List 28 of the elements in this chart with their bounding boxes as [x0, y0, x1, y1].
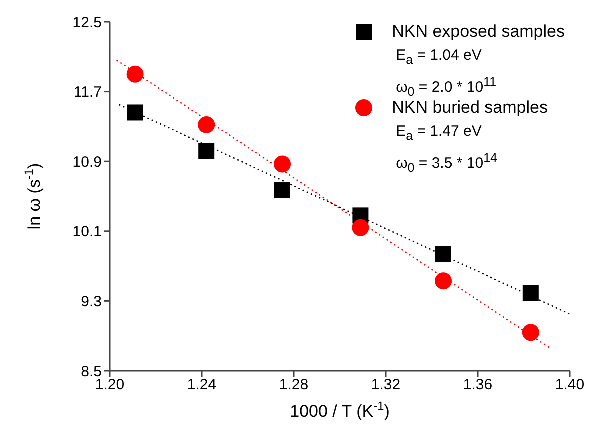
y-tick-label: 10.1	[72, 224, 102, 241]
x-tick-label: 1.32	[371, 376, 401, 394]
annotation: E$_{a}$ = 1.04 eV	[396, 46, 483, 69]
x-tick-label: 1.40	[555, 376, 585, 394]
x-tick-label: 1.24	[187, 376, 217, 394]
y-tick-label: 12.5	[72, 14, 102, 32]
x-tick-label: 1.36	[463, 376, 493, 394]
legend-label: NKN exposed samples	[392, 22, 565, 42]
point	[436, 246, 452, 262]
legend-label: NKN buried samples	[392, 98, 548, 118]
point	[274, 182, 290, 198]
x-axis-title: 1000 / T (K$^{-1}$)	[290, 399, 390, 421]
y-tick-label: 10.9	[72, 154, 102, 171]
point	[522, 324, 540, 342]
x-tick-label: 1.28	[279, 376, 309, 394]
point	[352, 219, 370, 236]
annotation: ω$_{0}$ = 2.0 * 10$^{11}$	[396, 74, 498, 99]
point	[522, 285, 539, 302]
annotation: E$_{a}$ = 1.47 eV	[396, 122, 483, 145]
point	[127, 104, 144, 121]
point	[198, 116, 216, 134]
point	[274, 156, 291, 173]
y-tick-label: 9.3	[81, 294, 102, 311]
point	[126, 66, 144, 83]
annotation: ω$_{0}$ = 3.5 * 10$^{14}$	[396, 150, 498, 175]
point	[435, 272, 452, 290]
point	[198, 143, 215, 160]
y-tick-label: 11.7	[74, 84, 102, 102]
